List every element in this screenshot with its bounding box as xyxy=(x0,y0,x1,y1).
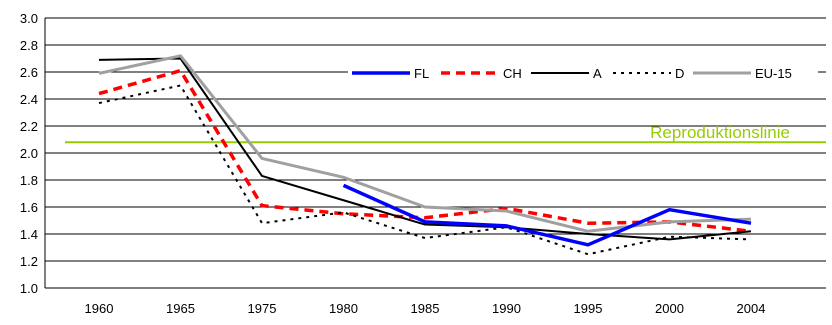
series-line-eu-15 xyxy=(98,54,752,233)
y-tick-label: 2.6 xyxy=(20,65,38,80)
legend-label-eu-15: EU-15 xyxy=(755,66,792,81)
legend-label-ch: CH xyxy=(503,66,522,81)
legend-label-fl: FL xyxy=(414,66,429,81)
y-tick-label: 3.0 xyxy=(20,11,38,26)
y-tick-label: 2.0 xyxy=(20,146,38,161)
x-tick-label: 2000 xyxy=(655,301,684,316)
x-tick-label: 1990 xyxy=(492,301,521,316)
x-tick-label: 2004 xyxy=(737,301,766,316)
series-line-fl xyxy=(342,183,752,247)
y-tick-label: 1.6 xyxy=(20,200,38,215)
series-line-d xyxy=(98,84,752,256)
series-line-a xyxy=(98,57,752,241)
x-tick-label: 1995 xyxy=(574,301,603,316)
x-tick-label: 1980 xyxy=(329,301,358,316)
y-tick-label: 2.4 xyxy=(20,92,38,107)
y-tick-label: 2.8 xyxy=(20,38,38,53)
legend-label-a: A xyxy=(593,66,602,81)
y-tick-label: 1.8 xyxy=(20,173,38,188)
y-tick-label: 2.2 xyxy=(20,119,38,134)
y-axis-ticks: 1.0 1.2 1.4 1.6 1.8 2.0 2.2 2.4 2.6 2.8 3.0 xyxy=(20,11,38,296)
x-tick-label: 1975 xyxy=(248,301,277,316)
reproduction-line-group: Reproduktionslinie xyxy=(65,123,826,144)
y-tick-label: 1.0 xyxy=(20,281,38,296)
series-lines xyxy=(98,54,752,256)
legend-label-d: D xyxy=(675,66,684,81)
series-line-ch xyxy=(98,68,752,234)
legend: FL CH A D EU-15 xyxy=(348,52,818,92)
y-tick-label: 1.4 xyxy=(20,227,38,242)
x-axis-ticks: 1960 1965 1975 1980 1985 1990 1995 2000 2004 xyxy=(85,301,766,316)
y-tick-label: 1.2 xyxy=(20,254,38,269)
x-tick-label: 1960 xyxy=(85,301,114,316)
x-tick-label: 1985 xyxy=(411,301,440,316)
x-tick-label: 1965 xyxy=(166,301,195,316)
reproduction-line-label: Reproduktionslinie xyxy=(650,123,790,142)
